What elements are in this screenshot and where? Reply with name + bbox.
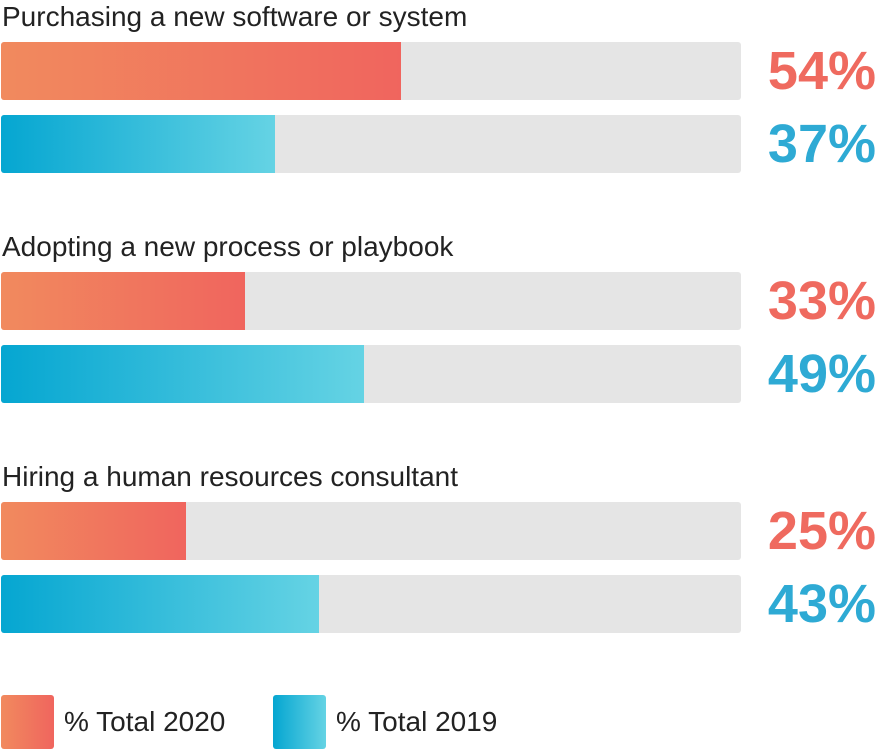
bar-s2019 — [1, 345, 364, 403]
bar-track — [1, 42, 741, 100]
bar-track — [1, 575, 741, 633]
bar-s2020 — [1, 502, 186, 560]
category-label: Hiring a human resources consultant — [2, 461, 459, 492]
data-label: 25% — [767, 501, 876, 561]
bar-track — [1, 502, 741, 560]
legend-label: % Total 2019 — [336, 706, 498, 737]
category-label: Adopting a new process or playbook — [2, 231, 454, 262]
bar-s2020 — [1, 42, 401, 100]
data-label: 43% — [767, 574, 876, 634]
data-label: 49% — [767, 344, 876, 404]
data-label: 33% — [767, 271, 876, 331]
data-label: 37% — [767, 114, 876, 174]
bar-track — [1, 115, 741, 173]
bar-s2020 — [1, 272, 246, 330]
bar-s2019 — [1, 115, 275, 173]
legend-swatch — [1, 695, 54, 749]
legend-label: % Total 2020 — [64, 706, 226, 737]
bar-track — [1, 345, 741, 403]
bar-s2019 — [1, 575, 320, 633]
bar-track — [1, 272, 741, 330]
legend-swatch — [273, 695, 326, 749]
category-label: Purchasing a new software or system — [2, 1, 468, 32]
data-label: 54% — [767, 41, 876, 101]
